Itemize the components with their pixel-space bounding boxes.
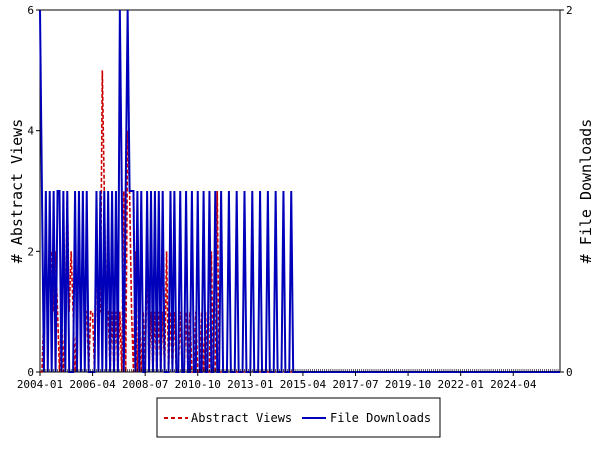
- x-tick-label: 2022-01: [437, 378, 483, 391]
- x-tick-label: 2013-01: [227, 378, 273, 391]
- y-tick-label: 4: [27, 125, 34, 138]
- y-tick-label: 2: [27, 245, 34, 258]
- file-downloads-line: [39, 9, 560, 373]
- y2-axis-ticks: 02: [560, 4, 573, 379]
- x-tick-label: 2010-10: [175, 378, 221, 391]
- y-tick-label: 0: [27, 366, 34, 379]
- x-tick-label: 2019-10: [385, 378, 431, 391]
- x-tick-label: 2024-04: [490, 378, 537, 391]
- legend-box: [156, 397, 441, 438]
- x-axis-ticks: 2004-01 2006-04 2008-07 2010-10 2013-01 2015-…: [17, 369, 561, 391]
- y-tick-label: 6: [27, 4, 34, 17]
- x-tick-label: 2008-07: [122, 378, 168, 391]
- legend: Abstract Views File Downloads: [156, 397, 441, 438]
- legend-label-file-downloads: File Downloads: [330, 411, 431, 425]
- y-axis-ticks: 0 2 4 6: [27, 4, 40, 379]
- y2-tick-label: 0: [566, 366, 573, 379]
- x-tick-label: 2017-07: [332, 378, 378, 391]
- y2-tick-label: 2: [566, 4, 573, 17]
- y2-axis-title: # File Downloads: [577, 119, 595, 264]
- x-tick-label: 2004-01: [17, 378, 63, 391]
- x-tick-label: 2015-04: [280, 378, 327, 391]
- y-axis-title: # Abstract Views: [8, 119, 26, 264]
- legend-label-abstract-views: Abstract Views: [191, 411, 292, 425]
- x-tick-label: 2006-04: [69, 378, 116, 391]
